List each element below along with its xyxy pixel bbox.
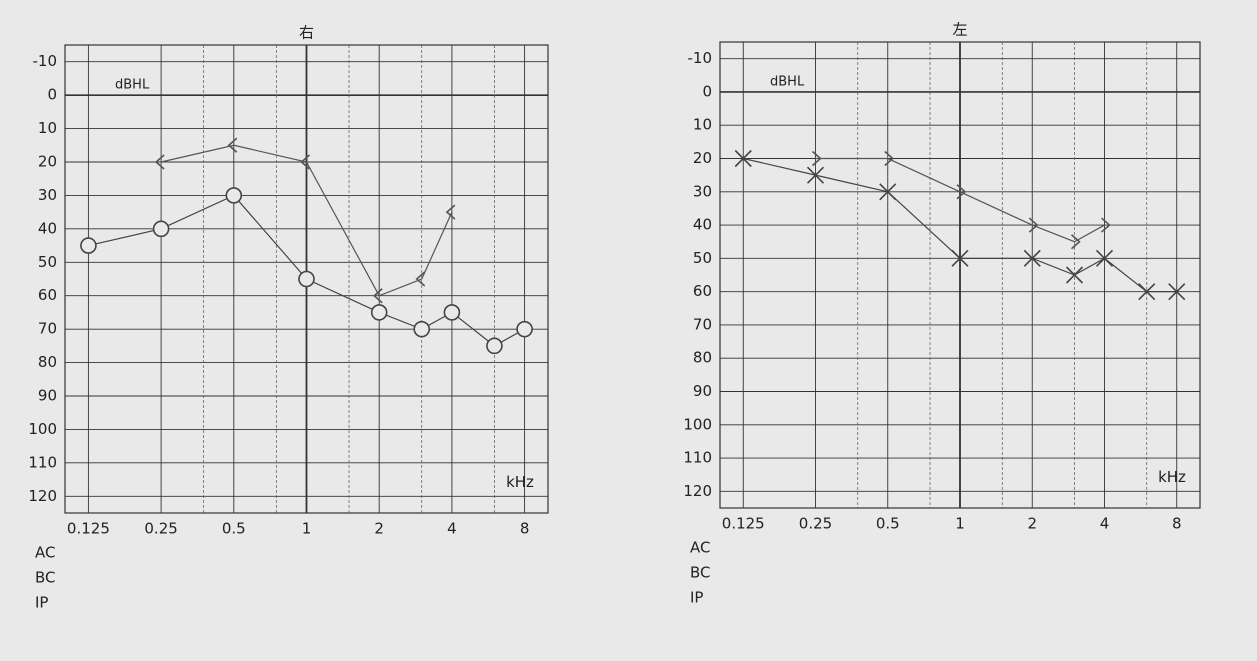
y-tick-label: 70	[38, 320, 57, 338]
series-line	[815, 157, 1105, 243]
marker	[1070, 234, 1081, 250]
x-tick-label: 0.5	[876, 515, 900, 533]
marker	[413, 320, 431, 338]
series-line	[160, 144, 453, 297]
y-tick-label: 10	[693, 116, 712, 134]
marker	[1138, 283, 1156, 301]
marker	[1023, 249, 1041, 267]
legend-label: AC	[35, 544, 55, 562]
y-tick-label: 90	[693, 382, 712, 400]
y-tick-label: 60	[38, 286, 57, 304]
marker	[1168, 283, 1186, 301]
audiogram: -10 0 10 20 30 40 50 60 70 80 90 100 110 120 0.125 0.25…	[28, 24, 549, 612]
marker	[443, 304, 461, 321]
y-tick-label: 120	[683, 482, 712, 500]
marker	[734, 149, 752, 168]
marker	[951, 249, 969, 267]
marker	[884, 150, 894, 167]
y-tick-label: 70	[693, 315, 712, 333]
marker	[152, 220, 170, 238]
legend-label: IP	[690, 589, 703, 607]
y-tick-label: -10	[688, 49, 713, 67]
y-tick-label: 80	[693, 349, 712, 367]
x-unit: kHz	[1158, 468, 1186, 486]
marker	[445, 204, 456, 220]
y-tick-label: 30	[38, 186, 57, 204]
y-tick-label: 120	[28, 487, 57, 505]
legend-label: BC	[35, 569, 56, 587]
x-tick-label: 0.125	[67, 520, 110, 538]
marker	[516, 320, 533, 338]
y-tick-label: 50	[693, 249, 712, 267]
marker	[415, 271, 426, 287]
y-tick-label: 20	[38, 153, 57, 171]
marker	[1065, 266, 1084, 284]
y-unit: dBHL	[115, 78, 150, 93]
y-tick-label: 30	[693, 182, 712, 200]
y-tick-label: 90	[38, 387, 57, 405]
marker	[372, 288, 383, 304]
y-tick-label: 50	[38, 253, 57, 271]
marker	[1028, 217, 1039, 233]
y-tick-label: 10	[38, 119, 57, 137]
y-tick-label: 40	[38, 219, 57, 237]
x-tick-label: 0.125	[722, 515, 765, 533]
marker	[227, 137, 238, 153]
y-tick-label: 110	[683, 449, 712, 467]
x-tick-label: 8	[1172, 515, 1182, 533]
marker	[80, 237, 97, 254]
marker	[486, 337, 503, 355]
marker	[806, 166, 825, 184]
x-tick-label: 2	[1027, 515, 1037, 533]
legend-label: IP	[35, 594, 48, 612]
marker	[811, 150, 822, 167]
x-tick-label: 4	[447, 520, 457, 538]
legend-label: BC	[690, 564, 711, 582]
y-tick-label: 40	[693, 216, 712, 234]
marker	[300, 154, 311, 170]
y-unit: dBHL	[770, 74, 805, 89]
marker	[298, 270, 315, 288]
marker	[225, 187, 243, 204]
y-tick-label: 110	[28, 453, 57, 471]
y-tick-label: 0	[47, 86, 57, 104]
x-tick-label: 0.25	[799, 515, 832, 533]
y-tick-label: 20	[693, 149, 712, 167]
chart-title: 左	[952, 21, 967, 39]
marker	[370, 304, 388, 321]
audiogram: -10 0 10 20 30 40 50 60 70 80 90 100 110 120 0.125 0.25…	[683, 21, 1201, 607]
marker	[956, 184, 967, 200]
chart-title: 右	[299, 24, 314, 42]
y-tick-label: 100	[683, 415, 712, 433]
marker	[1100, 217, 1111, 233]
x-tick-label: 1	[955, 515, 965, 533]
marker	[1095, 249, 1114, 267]
x-tick-label: 4	[1100, 515, 1110, 533]
legend-label: AC	[690, 539, 710, 557]
marker	[879, 183, 897, 201]
y-tick-label: 100	[28, 420, 57, 438]
x-tick-label: 1	[302, 520, 312, 538]
y-tick-label: 0	[702, 82, 712, 100]
x-tick-label: 8	[520, 520, 530, 538]
marker	[154, 154, 165, 170]
x-tick-label: 0.5	[222, 520, 246, 538]
x-unit: kHz	[506, 473, 534, 491]
x-tick-label: 0.25	[144, 520, 177, 538]
x-tick-label: 2	[374, 520, 384, 538]
y-tick-label: 60	[693, 282, 712, 300]
y-tick-label: -10	[33, 52, 58, 70]
y-tick-label: 80	[38, 353, 57, 371]
